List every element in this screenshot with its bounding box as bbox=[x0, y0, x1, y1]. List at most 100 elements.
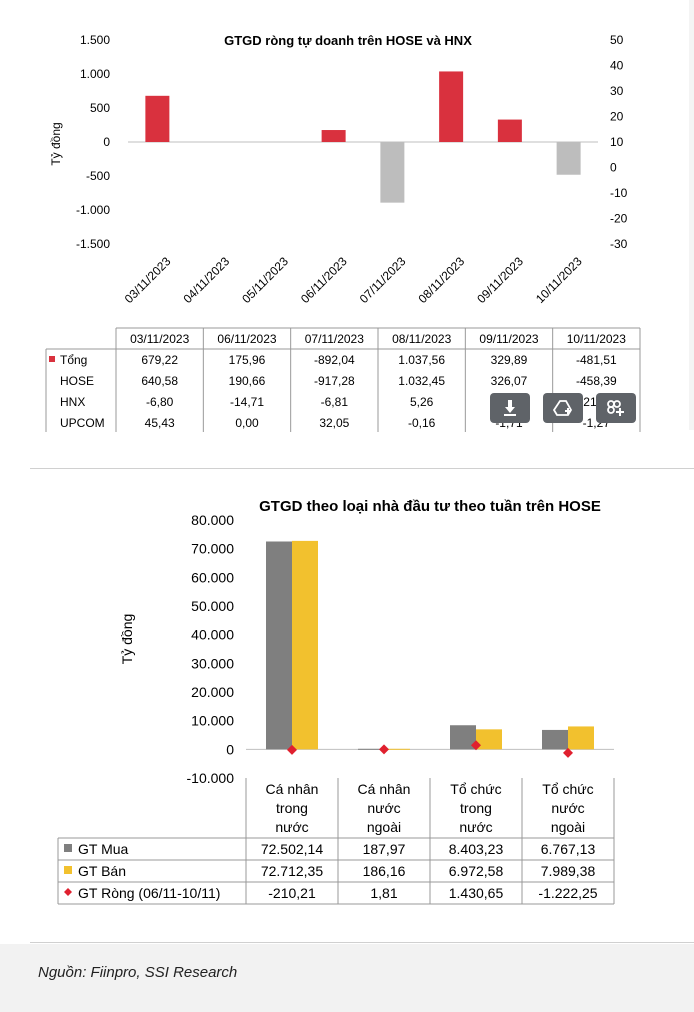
chart1-bar bbox=[321, 130, 346, 142]
chart2-table-cell: 72.712,35 bbox=[261, 863, 323, 879]
chart2-table-cell: 72.502,14 bbox=[261, 841, 323, 857]
chart1-y2-tick-label: -20 bbox=[610, 212, 628, 226]
chart1-table-cell: 5,26 bbox=[410, 395, 434, 409]
add-to-drive-icon bbox=[552, 400, 573, 416]
chart1-table-row-label: HOSE bbox=[60, 374, 94, 388]
footer-band bbox=[0, 944, 694, 1012]
chart2-table-cell: 6.767,13 bbox=[541, 841, 596, 857]
chart2-y-tick-label: 60.000 bbox=[191, 569, 234, 585]
chart2-y-axis-label: Tỷ đồng bbox=[119, 614, 135, 665]
chart2-net-marker bbox=[379, 744, 389, 755]
chart1-bar bbox=[145, 95, 170, 142]
chart1-bar bbox=[497, 119, 522, 142]
chart1-y-tick-label: 500 bbox=[90, 101, 110, 115]
chart1-table-cell: 45,43 bbox=[145, 416, 175, 430]
chart1-y-tick-label: -500 bbox=[86, 169, 110, 183]
chart1-table-cell: -917,28 bbox=[314, 374, 355, 388]
chart2-x-tick-label: Cá nhân bbox=[266, 781, 319, 797]
chart2-background bbox=[38, 488, 650, 918]
chart1-y2-tick-label: 20 bbox=[610, 110, 624, 124]
chart-panel-net-proprietary: GTGD ròng tự doanh trên HOSE và HNX Tỷ đồ… bbox=[38, 22, 650, 434]
chart2-y-tick-label: 20.000 bbox=[191, 684, 234, 700]
chart2-legend-label: GT Ròng (06/11-10/11) bbox=[78, 885, 220, 901]
chart2-x-tick-label: nước bbox=[367, 800, 400, 816]
chart1-table-cell: 640,58 bbox=[141, 374, 178, 388]
chart2-bar bbox=[358, 748, 384, 750]
chart1-table-cell: -481,51 bbox=[576, 353, 617, 367]
chart1-table-col-header: 08/11/2023 bbox=[392, 332, 451, 346]
chart1-y-tick-label: 1.500 bbox=[80, 33, 110, 47]
download-button[interactable] bbox=[490, 393, 530, 423]
chart1-table-cell: 329,89 bbox=[491, 353, 528, 367]
chart2-table-cell: 7.989,38 bbox=[541, 863, 596, 879]
chart1-table-cell: -458,39 bbox=[576, 374, 617, 388]
chart1-table-row-label: UPCOM bbox=[60, 416, 105, 430]
chart2-x-tick-label: Tổ chức bbox=[450, 781, 501, 797]
chart2-x-tick-label: nước bbox=[275, 819, 308, 835]
chart1-y-tick-label: 0 bbox=[103, 135, 110, 149]
chart2-x-tick-label: trong bbox=[276, 800, 308, 816]
add-to-drive-button[interactable] bbox=[543, 393, 583, 423]
chart2-table-cell: 8.403,23 bbox=[449, 841, 504, 857]
chart2-legend-swatch bbox=[64, 888, 72, 896]
chart2-y-tick-label: 30.000 bbox=[191, 655, 234, 671]
chart1-y2-tick-label: -30 bbox=[610, 237, 628, 251]
chart2-title: GTGD theo loại nhà đầu tư theo tuần trên… bbox=[259, 498, 601, 515]
chart2-table-cell: 1,81 bbox=[370, 885, 397, 901]
chart-investor-type: GTGD theo loại nhà đầu tư theo tuần trên… bbox=[38, 488, 650, 918]
chart1-y-axis-label: Tỷ đồng bbox=[49, 122, 63, 165]
chart1-table-cell: 0,00 bbox=[235, 416, 259, 430]
chart1-y-tick-label: -1.000 bbox=[76, 203, 110, 217]
page-edge-strip bbox=[689, 0, 694, 430]
chart1-table-cell: -6,80 bbox=[146, 395, 174, 409]
chart1-table-cell: 190,66 bbox=[229, 374, 266, 388]
chart-net-proprietary: GTGD ròng tự doanh trên HOSE và HNX Tỷ đồ… bbox=[38, 22, 650, 434]
chart1-table-col-header: 07/11/2023 bbox=[305, 332, 364, 346]
chart2-y-tick-label: 70.000 bbox=[191, 541, 234, 557]
chart1-table-col-header: 09/11/2023 bbox=[479, 332, 538, 346]
chart2-net-marker bbox=[563, 747, 573, 758]
chart2-bar bbox=[476, 729, 502, 750]
chart1-title: GTGD ròng tự doanh trên HOSE và HNX bbox=[224, 33, 472, 48]
source-note: Nguồn: Fiinpro, SSI Research bbox=[38, 964, 238, 981]
chart2-legend-label: GT Bán bbox=[78, 863, 126, 879]
chart2-bar bbox=[568, 726, 594, 750]
chart1-bar bbox=[439, 71, 464, 142]
chart1-table-cell: -892,04 bbox=[314, 353, 355, 367]
chart1-table-cell: 1.037,56 bbox=[398, 353, 445, 367]
chart2-x-tick-label: Cá nhân bbox=[358, 781, 411, 797]
chart1-table-row-label: HNX bbox=[60, 395, 85, 409]
chart1-y-tick-label: -1.500 bbox=[76, 237, 110, 251]
chart1-table-cell: -6,81 bbox=[321, 395, 349, 409]
chart2-x-tick-label: nước bbox=[459, 819, 492, 835]
chart1-table-cell: 326,07 bbox=[491, 374, 528, 388]
chart1-legend-swatch bbox=[49, 356, 55, 362]
chart1-table-cell: 175,96 bbox=[229, 353, 266, 367]
chart2-net-marker bbox=[471, 740, 481, 751]
chart2-y-tick-label: 80.000 bbox=[191, 512, 234, 528]
divider-top bbox=[30, 468, 694, 469]
chart1-table-row-label: Tổng bbox=[60, 353, 87, 367]
chart2-net-marker bbox=[287, 744, 297, 755]
chart2-x-tick-label: trong bbox=[460, 800, 492, 816]
add-to-photos-icon bbox=[607, 400, 624, 416]
chart2-table-cell: 186,16 bbox=[363, 863, 406, 879]
chart1-y2-tick-label: 40 bbox=[610, 59, 624, 73]
chart1-table-cell: 679,22 bbox=[141, 353, 178, 367]
chart2-bar bbox=[266, 541, 292, 750]
chart2-x-tick-label: nước bbox=[551, 800, 584, 816]
chart1-y2-tick-label: 10 bbox=[610, 135, 624, 149]
chart2-legend-label: GT Mua bbox=[78, 841, 129, 857]
divider-bottom bbox=[30, 942, 694, 943]
chart1-table-cell: -0,16 bbox=[408, 416, 436, 430]
chart2-table-cell: 1.430,65 bbox=[449, 885, 504, 901]
chart2-x-tick-label: Tổ chức bbox=[542, 781, 593, 797]
chart2-bar bbox=[542, 729, 568, 750]
chart2-y-tick-label: 10.000 bbox=[191, 713, 234, 729]
chart2-table-cell: 187,97 bbox=[363, 841, 406, 857]
chart1-y2-tick-label: -10 bbox=[610, 186, 628, 200]
chart2-y-tick-label: 50.000 bbox=[191, 598, 234, 614]
add-to-photos-button[interactable] bbox=[596, 393, 636, 423]
download-icon bbox=[504, 400, 516, 416]
chart1-background bbox=[38, 22, 650, 432]
